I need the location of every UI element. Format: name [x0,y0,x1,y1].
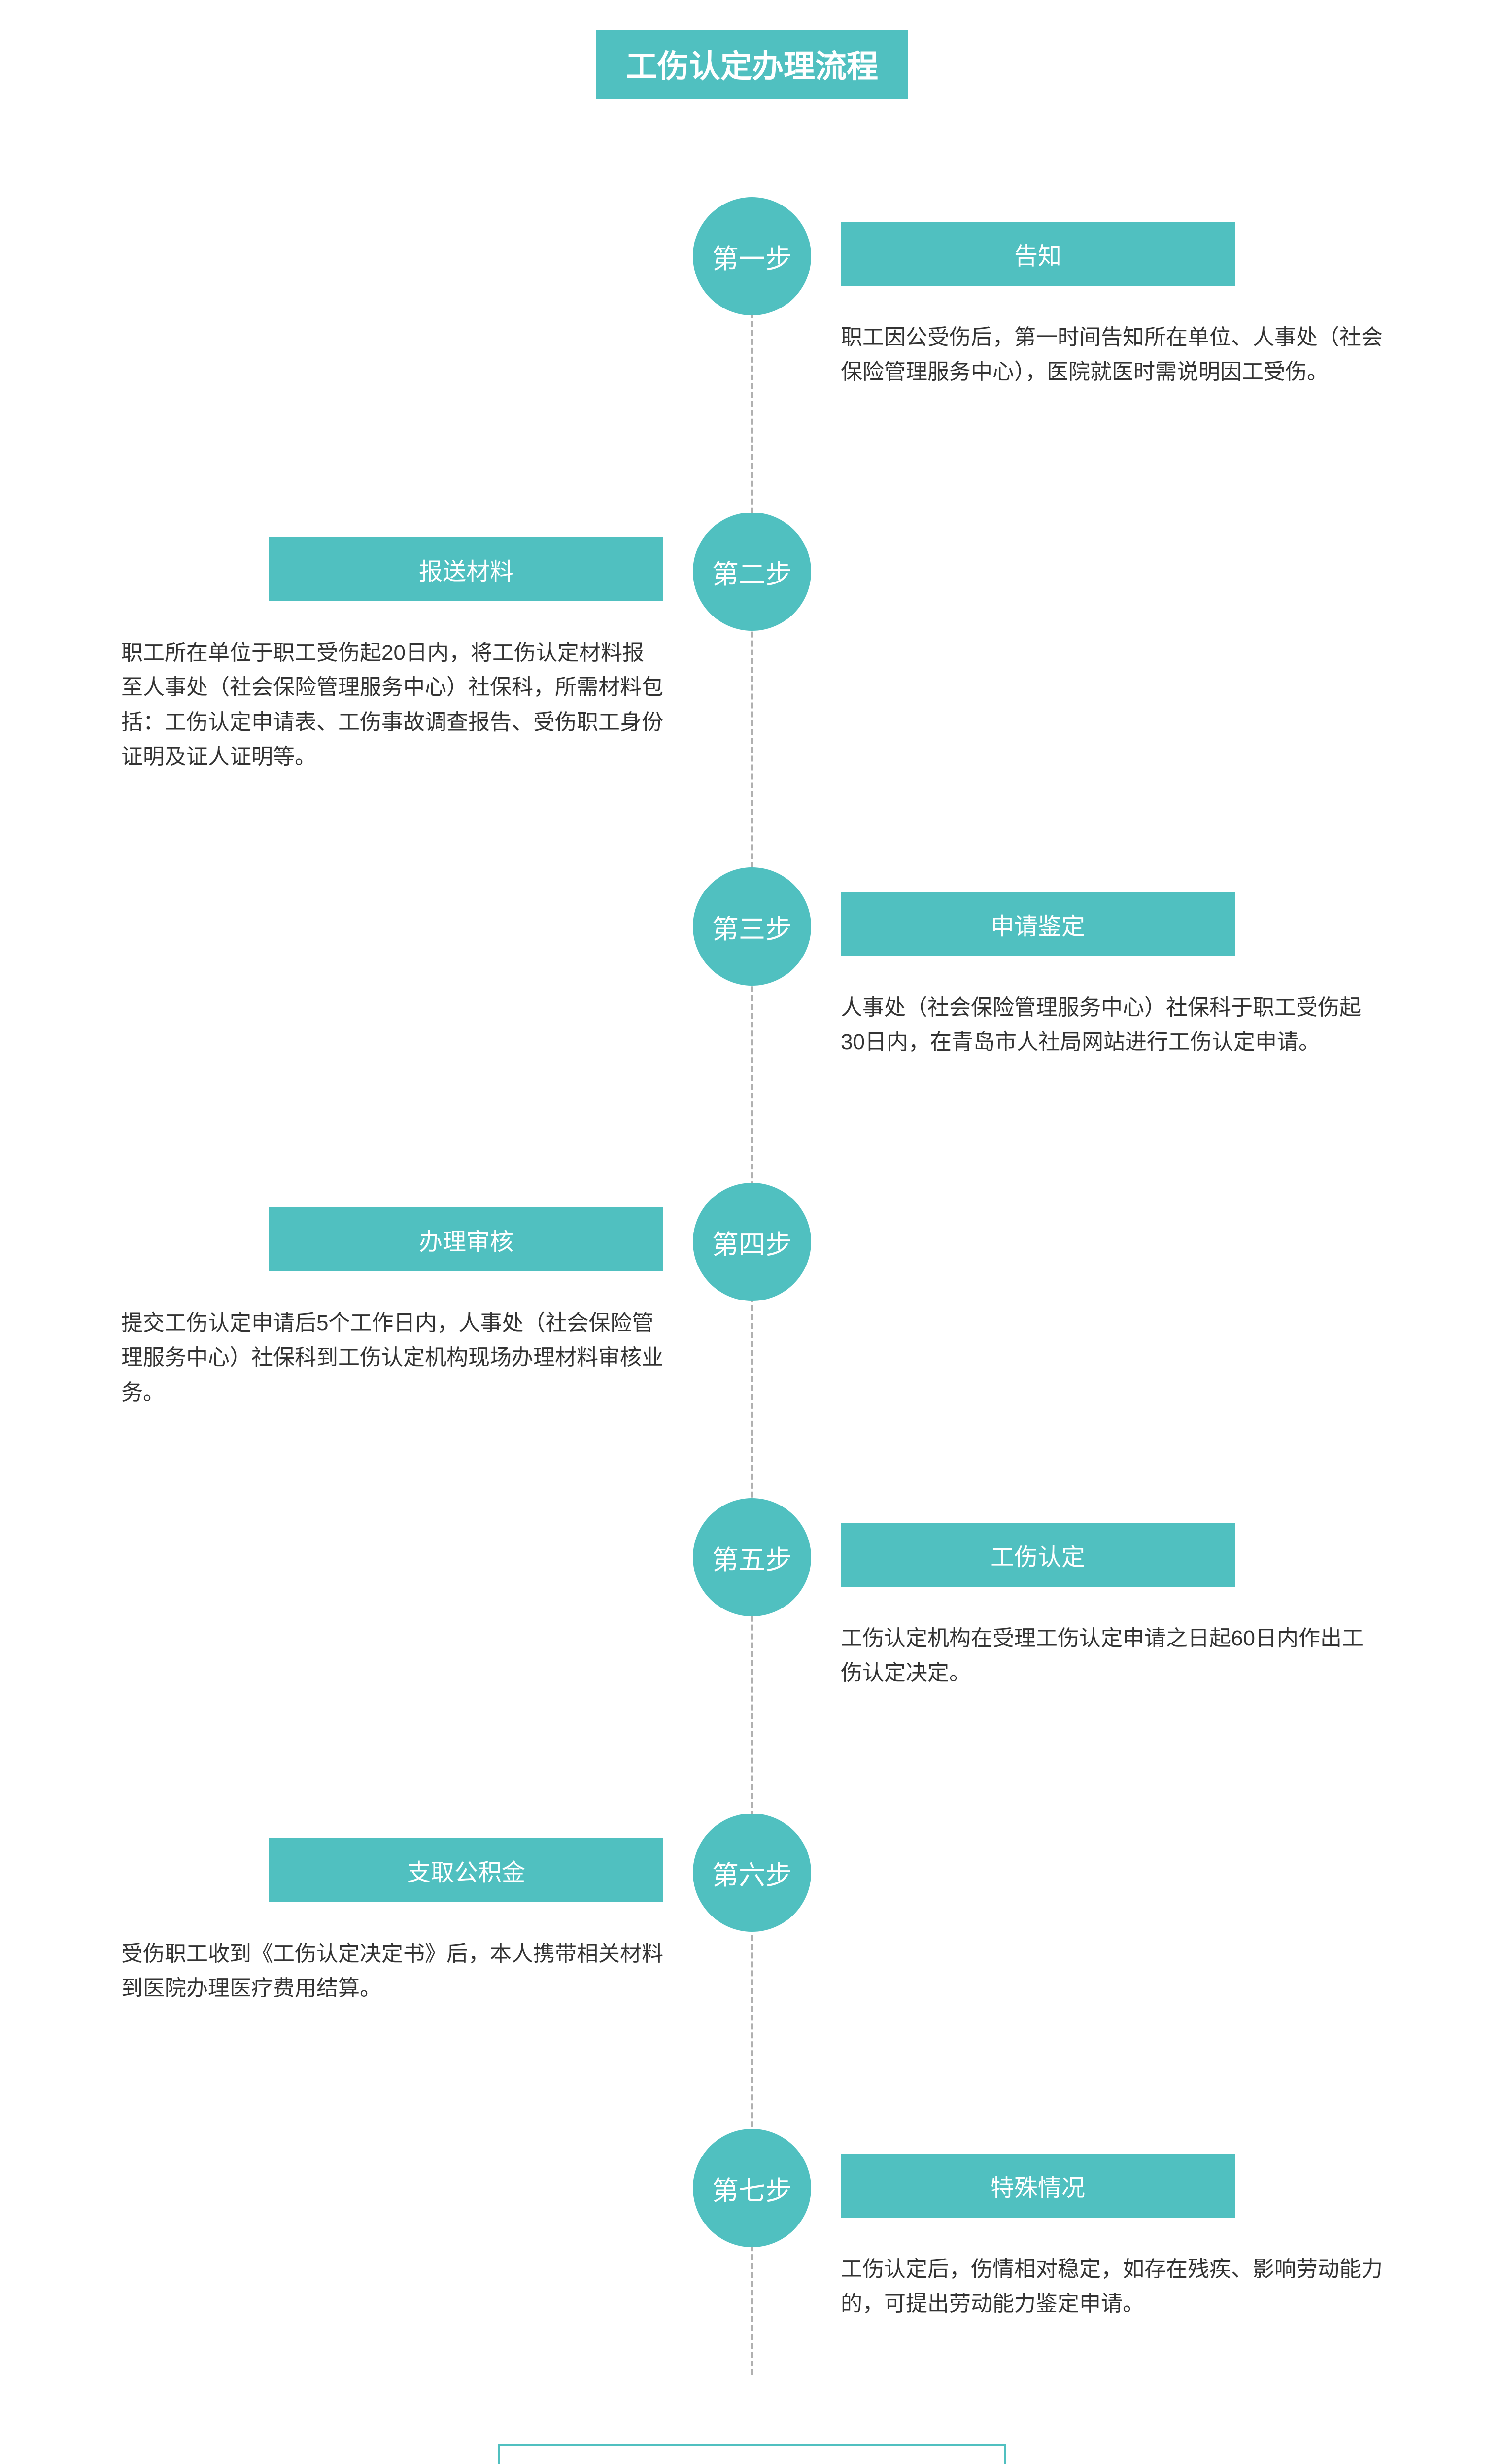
footer-org: 人事处（社会保险管理服务中心）社保科 [539,2458,965,2464]
step-desc: 职工所在单位于职工受伤起20日内，将工伤认定材料报至人事处（社会保险管理服务中心… [121,636,663,775]
step-circle: 第五步 [693,1498,811,1616]
step-circle: 第四步 [693,1183,811,1301]
timeline: 第一步 告知 职工因公受伤后，第一时间告知所在单位、人事处（社会保险管理服务中心… [62,197,1442,2375]
step-desc: 职工因公受伤后，第一时间告知所在单位、人事处（社会保险管理服务中心），医院就医时… [841,320,1383,390]
step-row-3: 第三步 申请鉴定 人事处（社会保险管理服务中心）社保科于职工受伤起30日内，在青… [62,867,1442,1183]
step-desc: 工伤认定机构在受理工伤认定申请之日起60日内作出工伤认定决定。 [841,1621,1383,1691]
step-label: 申请鉴定 [841,892,1235,956]
flowchart-container: 工伤认定办理流程 第一步 告知 职工因公受伤后，第一时间告知所在单位、人事处（社… [62,30,1442,2464]
step-circle: 第三步 [693,867,811,986]
step-label: 工伤认定 [841,1523,1235,1587]
step-circle: 第六步 [693,1814,811,1932]
step-desc: 提交工伤认定申请后5个工作日内，人事处（社会保险管理服务中心）社保科到工伤认定机… [121,1306,663,1410]
step-row-1: 第一步 告知 职工因公受伤后，第一时间告知所在单位、人事处（社会保险管理服务中心… [62,197,1442,513]
step-label: 告知 [841,222,1235,286]
step-label: 报送材料 [269,537,663,601]
step-row-7: 第七步 特殊情况 工伤认定后，伤情相对稳定，如存在残疾、影响劳动能力的，可提出劳… [62,2129,1442,2375]
step-label: 办理审核 [269,1207,663,1271]
step-circle: 第一步 [693,197,811,315]
step-row-6: 第六步 支取公积金 受伤职工收到《工伤认定决定书》后，本人携带相关材料到医院办理… [62,1814,1442,2129]
step-row-4: 第四步 办理审核 提交工伤认定申请后5个工作日内，人事处（社会保险管理服务中心）… [62,1183,1442,1498]
step-label: 支取公积金 [269,1838,663,1902]
step-label: 特殊情况 [841,2154,1235,2218]
step-row-5: 第五步 工伤认定 工伤认定机构在受理工伤认定申请之日起60日内作出工伤认定决定。 [62,1498,1442,1814]
step-desc: 受伤职工收到《工伤认定决定书》后，本人携带相关材料到医院办理医疗费用结算。 [121,1937,663,2006]
step-desc: 人事处（社会保险管理服务中心）社保科于职工受伤起30日内，在青岛市人社局网站进行… [841,991,1383,1060]
step-circle: 第二步 [693,513,811,631]
footer-contact-box: 人事处（社会保险管理服务中心）社保科 行政楼602 电话：0532-860582… [498,2444,1006,2464]
step-row-2: 第二步 报送材料 职工所在单位于职工受伤起20日内，将工伤认定材料报至人事处（社… [62,513,1442,867]
page-title: 工伤认定办理流程 [596,30,908,99]
step-desc: 工伤认定后，伤情相对稳定，如存在残疾、影响劳动能力的，可提出劳动能力鉴定申请。 [841,2252,1383,2322]
step-circle: 第七步 [693,2129,811,2247]
